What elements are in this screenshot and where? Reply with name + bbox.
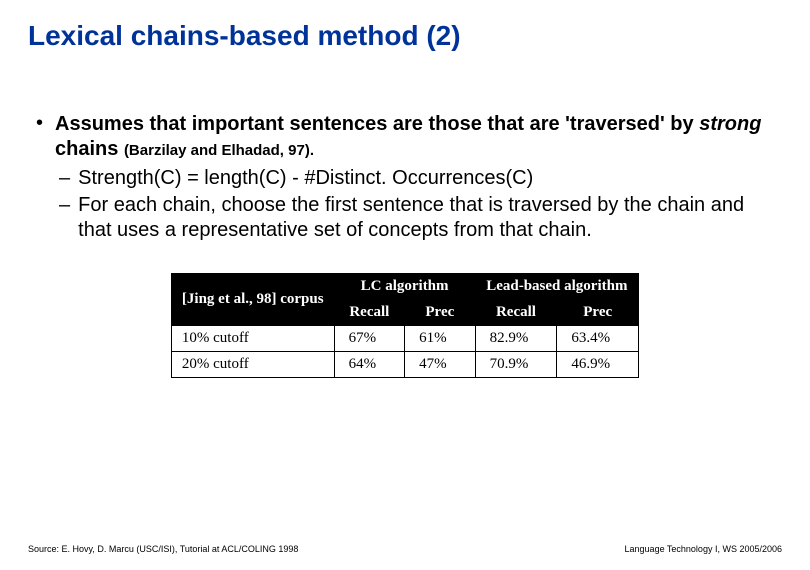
table-head: [Jing et al., 98] corpus LC algorithm Le… bbox=[171, 274, 638, 326]
col-lc: LC algorithm bbox=[334, 274, 475, 300]
col-lc-recall: Recall bbox=[334, 300, 405, 326]
col-lead-recall: Recall bbox=[475, 300, 557, 326]
sub-list: – Strength(C) = length(C) - #Distinct. O… bbox=[55, 166, 782, 243]
table-row: 20% cutoff 64% 47% 70.9% 46.9% bbox=[171, 352, 638, 378]
sub-item: – For each chain, choose the first sente… bbox=[59, 193, 782, 243]
cell-lc-recall: 64% bbox=[334, 352, 405, 378]
col-corpus: [Jing et al., 98] corpus bbox=[171, 274, 334, 326]
sub-text: For each chain, choose the first sentenc… bbox=[78, 193, 782, 243]
bullet-lead: Assumes that important sentences are tho… bbox=[55, 113, 699, 135]
cell-lead-prec: 46.9% bbox=[557, 352, 639, 378]
dash-icon: – bbox=[59, 193, 70, 218]
slide-title: Lexical chains-based method (2) bbox=[28, 20, 782, 52]
bullet-cite: (Barzilay and Elhadad, 97). bbox=[124, 142, 314, 159]
row-label: 20% cutoff bbox=[171, 352, 334, 378]
sub-item: – Strength(C) = length(C) - #Distinct. O… bbox=[59, 166, 782, 191]
col-lead: Lead-based algorithm bbox=[475, 274, 639, 300]
col-lead-prec: Prec bbox=[557, 300, 639, 326]
table-body: 10% cutoff 67% 61% 82.9% 63.4% 20% cutof… bbox=[171, 326, 638, 378]
cell-lc-recall: 67% bbox=[334, 326, 405, 352]
cell-lead-prec: 63.4% bbox=[557, 326, 639, 352]
cell-lc-prec: 61% bbox=[405, 326, 476, 352]
results-table-wrap: [Jing et al., 98] corpus LC algorithm Le… bbox=[28, 273, 782, 378]
table-row: 10% cutoff 67% 61% 82.9% 63.4% bbox=[171, 326, 638, 352]
col-lc-prec: Prec bbox=[405, 300, 476, 326]
footer-course: Language Technology I, WS 2005/2006 bbox=[625, 544, 782, 554]
cell-lead-recall: 70.9% bbox=[475, 352, 557, 378]
cell-lc-prec: 47% bbox=[405, 352, 476, 378]
results-table: [Jing et al., 98] corpus LC algorithm Le… bbox=[171, 273, 639, 378]
table-header-row-1: [Jing et al., 98] corpus LC algorithm Le… bbox=[171, 274, 638, 300]
bullet-after-strong: chains bbox=[55, 138, 124, 160]
bullet-item: • Assumes that important sentences are t… bbox=[36, 112, 782, 245]
footer-source: Source: E. Hovy, D. Marcu (USC/ISI), Tut… bbox=[28, 544, 298, 554]
sub-text: Strength(C) = length(C) - #Distinct. Occ… bbox=[78, 166, 533, 191]
bullet-body: Assumes that important sentences are tho… bbox=[55, 112, 782, 245]
cell-lead-recall: 82.9% bbox=[475, 326, 557, 352]
bullet-strong: strong bbox=[699, 113, 761, 135]
slide: Lexical chains-based method (2) • Assume… bbox=[0, 0, 810, 570]
row-label: 10% cutoff bbox=[171, 326, 334, 352]
dash-icon: – bbox=[59, 166, 70, 191]
bullet-dot-icon: • bbox=[36, 112, 43, 134]
